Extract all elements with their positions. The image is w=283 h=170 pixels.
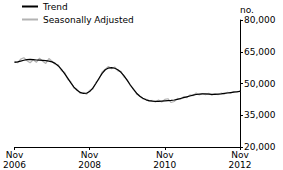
- svg-text:20,000: 20,000: [244, 142, 276, 152]
- svg-text:65,000: 65,000: [244, 47, 276, 57]
- svg-text:Seasonally Adjusted: Seasonally Adjusted: [43, 15, 134, 25]
- svg-text:Nov: Nov: [231, 150, 249, 160]
- svg-text:2012: 2012: [229, 160, 252, 170]
- svg-text:Nov: Nov: [6, 150, 24, 160]
- svg-text:Nov: Nov: [156, 150, 174, 160]
- svg-text:Trend: Trend: [42, 2, 68, 12]
- svg-text:Nov: Nov: [81, 150, 99, 160]
- svg-text:no.: no.: [240, 5, 254, 15]
- svg-text:50,000: 50,000: [244, 79, 276, 89]
- svg-text:2006: 2006: [3, 160, 26, 170]
- svg-text:80,000: 80,000: [244, 15, 276, 25]
- svg-text:2008: 2008: [78, 160, 101, 170]
- svg-text:2010: 2010: [153, 160, 176, 170]
- svg-text:35,000: 35,000: [244, 110, 276, 120]
